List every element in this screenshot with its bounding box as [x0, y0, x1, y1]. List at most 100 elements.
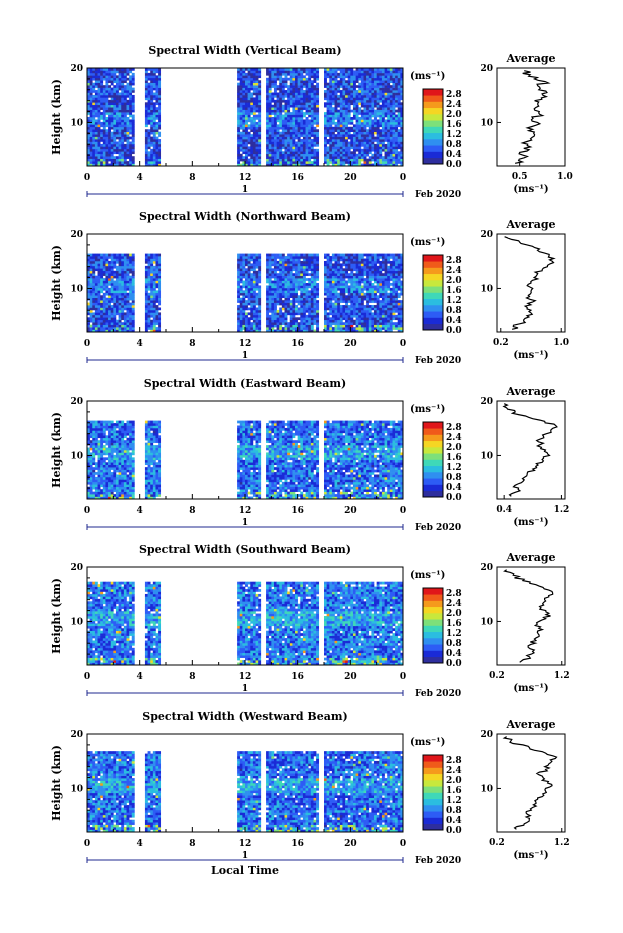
data-cell	[385, 112, 388, 115]
data-cell	[119, 320, 122, 323]
data-cell	[111, 117, 114, 120]
data-cell	[242, 80, 245, 83]
data-cell	[342, 285, 345, 288]
data-cell	[100, 327, 103, 330]
data-cell	[356, 283, 359, 286]
data-cell	[95, 300, 98, 303]
data-cell	[158, 139, 161, 142]
data-cell	[116, 102, 119, 105]
data-cell	[364, 146, 367, 149]
data-cell	[398, 107, 401, 110]
data-cell	[356, 105, 359, 108]
data-cell	[327, 149, 330, 152]
data-cell	[308, 100, 311, 103]
data-cell	[150, 112, 153, 115]
data-cell	[285, 90, 288, 93]
data-cell	[127, 305, 130, 308]
data-cell	[103, 124, 106, 127]
data-cell	[303, 78, 306, 81]
data-cell	[103, 146, 106, 149]
data-cell	[392, 159, 395, 162]
data-cell	[348, 146, 351, 149]
data-cell	[287, 132, 290, 135]
data-cell	[303, 139, 306, 142]
data-cell	[342, 93, 345, 96]
data-cell	[345, 115, 348, 118]
data-cell	[237, 325, 240, 328]
data-cell	[298, 70, 301, 73]
data-cell	[153, 142, 156, 145]
data-cell	[398, 295, 401, 298]
data-cell	[95, 75, 98, 78]
data-cell	[95, 295, 98, 298]
data-cell	[240, 115, 243, 118]
data-cell	[111, 293, 114, 296]
data-cell	[121, 73, 124, 76]
data-cell	[240, 137, 243, 140]
data-cell	[358, 137, 361, 140]
data-cell	[345, 112, 348, 115]
data-cell	[250, 312, 253, 315]
colorbar-tick-label: 2.0	[446, 110, 462, 120]
data-cell	[92, 325, 95, 328]
data-cell	[250, 70, 253, 73]
data-cell	[269, 288, 272, 291]
data-cell	[350, 122, 353, 125]
data-cell	[119, 124, 122, 127]
data-cell	[240, 105, 243, 108]
data-cell	[258, 305, 261, 308]
data-cell	[150, 102, 153, 105]
data-cell	[382, 149, 385, 152]
data-cell	[292, 285, 295, 288]
data-cell	[298, 100, 301, 103]
data-cell	[350, 285, 353, 288]
data-cell	[377, 139, 380, 142]
data-cell	[113, 115, 116, 118]
data-cell	[132, 95, 135, 98]
data-cell	[150, 117, 153, 120]
data-cell	[316, 159, 319, 162]
data-cell	[364, 298, 367, 301]
data-cell	[292, 137, 295, 140]
data-cell	[377, 122, 380, 125]
data-cell	[250, 325, 253, 328]
data-cell	[350, 88, 353, 91]
data-cell	[327, 161, 330, 164]
data-cell	[313, 295, 316, 298]
data-cell	[148, 278, 151, 281]
data-cell	[292, 310, 295, 313]
data-cell	[127, 315, 130, 318]
data-cell	[313, 132, 316, 135]
data-cell	[150, 281, 153, 284]
data-cell	[242, 100, 245, 103]
data-cell	[113, 119, 116, 122]
data-cell	[387, 119, 390, 122]
data-cell	[295, 105, 298, 108]
data-cell	[111, 276, 114, 279]
data-cell	[155, 290, 158, 293]
data-cell	[295, 73, 298, 76]
data-cell	[303, 80, 306, 83]
data-cell	[158, 132, 161, 135]
data-cell	[371, 288, 374, 291]
data-cell	[361, 303, 364, 306]
data-cell	[158, 312, 161, 315]
data-cell	[148, 161, 151, 164]
data-cell	[316, 161, 319, 164]
data-cell	[392, 102, 395, 105]
data-cell	[329, 288, 332, 291]
data-cell	[145, 310, 148, 313]
data-cell	[258, 83, 261, 86]
data-cell	[292, 85, 295, 88]
data-cell	[358, 295, 361, 298]
data-cell	[245, 283, 248, 286]
data-cell	[298, 75, 301, 78]
data-cell	[353, 161, 356, 164]
data-cell	[108, 115, 111, 118]
data-cell	[271, 144, 274, 147]
data-cell	[361, 119, 364, 122]
data-cell	[245, 139, 248, 142]
data-cell	[132, 132, 135, 135]
data-cell	[377, 320, 380, 323]
data-cell	[369, 278, 372, 281]
